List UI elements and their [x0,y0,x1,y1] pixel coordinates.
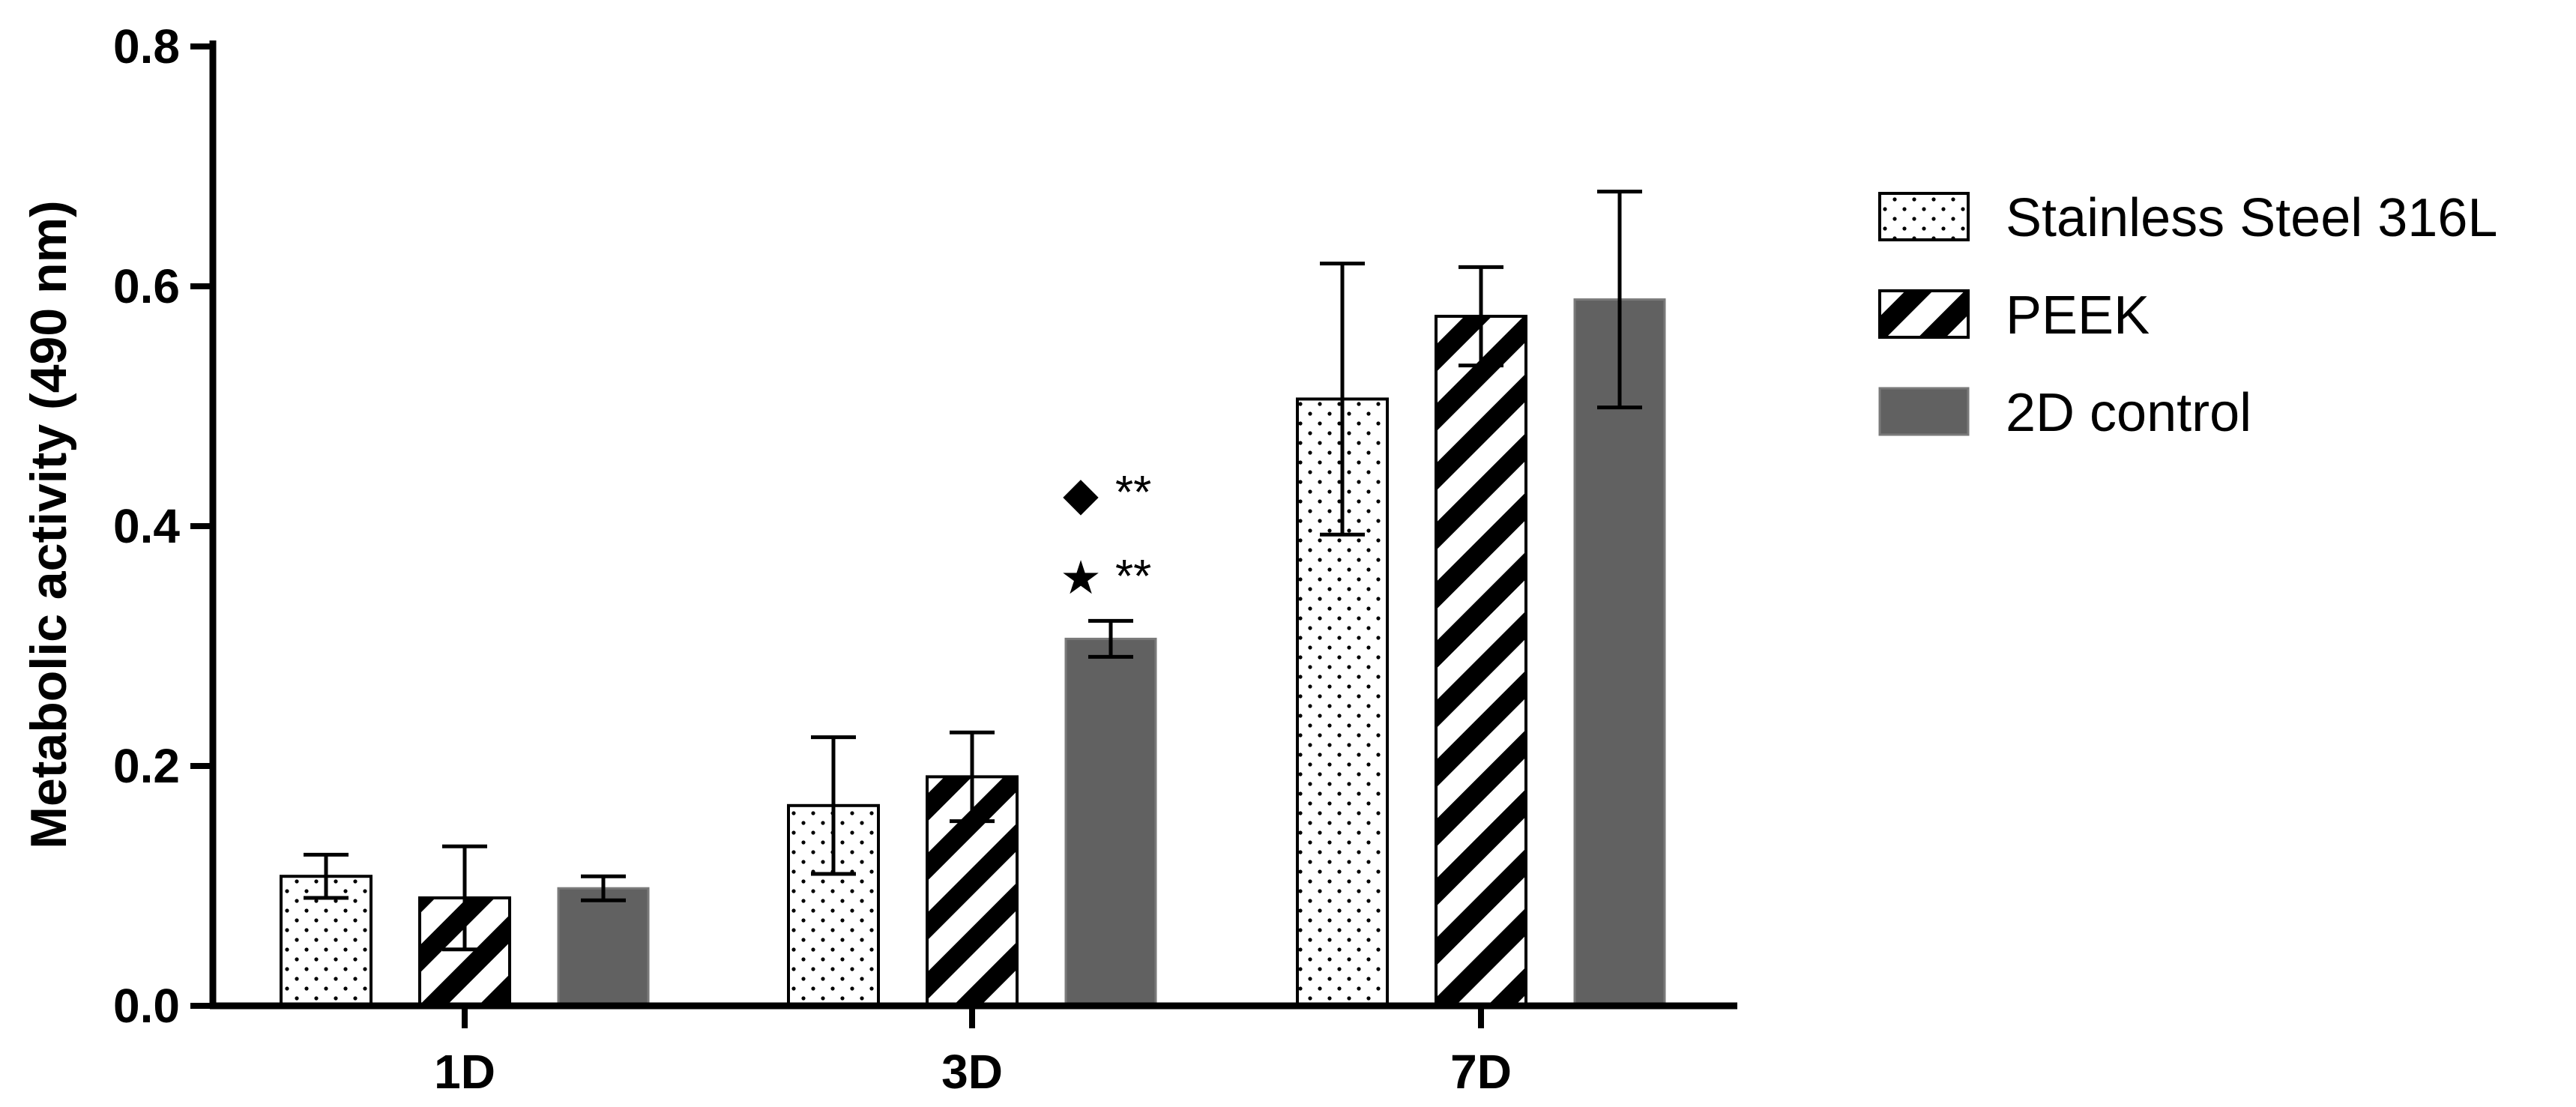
error-bar-stainless-steel-316l-3d [811,735,856,876]
x-tick-label: 7D [1450,1045,1512,1099]
significance-label: ** [1115,551,1151,603]
error-bar-peek-7d [1459,265,1503,368]
x-tick-label: 3D [941,1045,1003,1099]
bar-peek-1d [418,896,511,1007]
y-tick-label: 0.8 [113,19,180,73]
legend-swatch [1878,192,1970,241]
y-tick-label: 0.4 [113,499,180,553]
axes: 0.0 0.2 0.4 0.6 0.8 1D 3D 7D [113,19,1737,1099]
legend-item: Stainless Steel 316L [1878,188,2497,248]
legend-label: PEEK [2006,286,2150,346]
error-bar-peek-3d [950,730,995,824]
bar-peek-7d [1435,315,1527,1007]
error-bar-2d-control-1d [581,874,626,902]
error-bar-stainless-steel-316l-1d [304,852,349,900]
bar-2d-control-1d [557,887,650,1007]
y-tick-label: 0.2 [113,739,180,793]
annotations-layer: ◆ **★ ** [1060,467,1151,604]
annotation-diamond: ◆ ** [1063,467,1151,520]
error-bar-2d-control-7d [1597,190,1642,410]
star-icon: ★ [1060,552,1102,604]
annotation-star: ★ ** [1060,551,1151,604]
error-bars-layer [304,190,1642,952]
bar-2d-control-3d [1064,637,1157,1007]
legend: Stainless Steel 316L PEEK 2D control [1878,188,2497,443]
significance-label: ** [1115,467,1151,519]
error-bar-2d-control-3d [1088,618,1133,659]
legend-label: 2D control [2006,383,2251,443]
legend-item: 2D control [1878,383,2251,443]
error-bar-peek-1d [442,844,487,952]
x-tick-label: 1D [434,1045,495,1099]
error-bar-stainless-steel-316l-7d [1320,262,1365,537]
bars-layer [280,298,1666,1008]
legend-swatch [1878,387,1970,436]
legend-swatch [1878,289,1970,339]
y-tick-label: 0.6 [113,259,180,313]
legend-item: PEEK [1878,286,2150,346]
y-tick-label: 0.0 [113,979,180,1033]
diamond-icon: ◆ [1063,468,1099,520]
bar-2d-control-7d [1573,298,1666,1007]
legend-label: Stainless Steel 316L [2006,188,2497,248]
y-axis-label: Metabolic activity (490 nm) [20,200,77,848]
